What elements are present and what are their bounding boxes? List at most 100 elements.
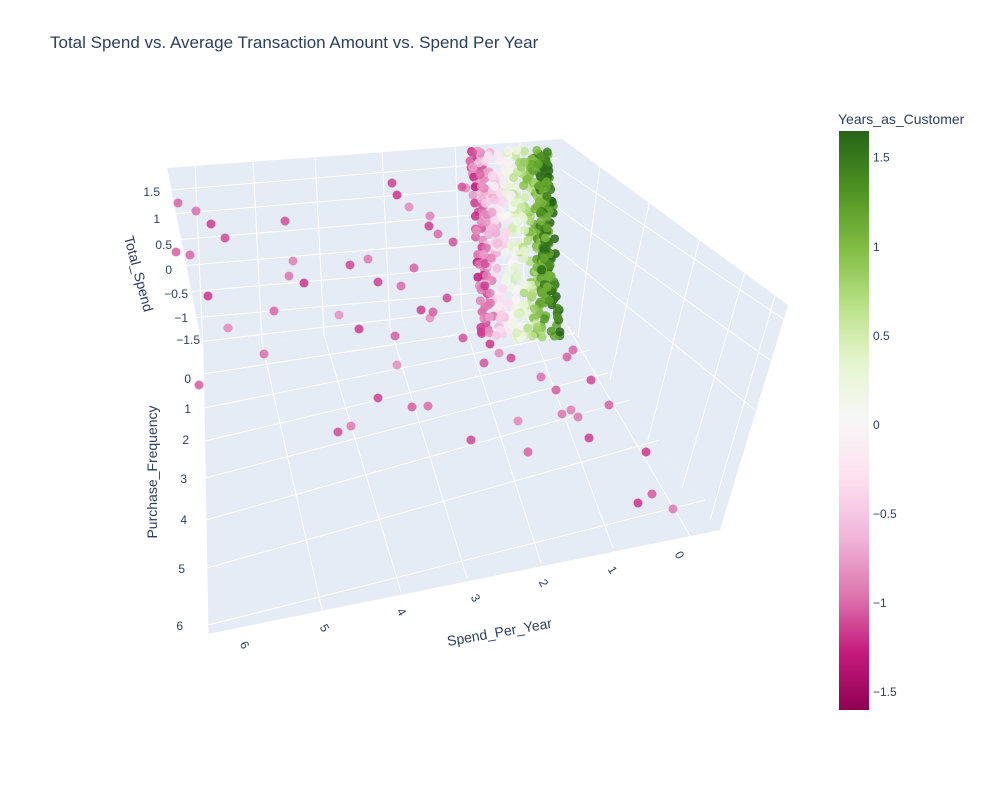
data-point (533, 159, 543, 169)
data-point (478, 249, 488, 259)
data-point (513, 271, 523, 281)
data-point (428, 307, 438, 317)
colorbar-tick-label: 0 (873, 418, 880, 432)
data-point (390, 331, 400, 341)
data-point (518, 214, 528, 224)
data-point (494, 301, 504, 311)
data-point (537, 198, 547, 208)
data-point (519, 300, 529, 310)
data-point (528, 331, 538, 341)
data-point (423, 401, 433, 411)
data-point (536, 372, 546, 382)
colorbar-tick-label: −1 (873, 596, 887, 610)
data-point (509, 172, 519, 182)
data-point (498, 284, 508, 294)
z-tick-label: 1 (153, 212, 160, 226)
data-point (185, 250, 195, 260)
z-tick-label: −1 (174, 311, 188, 325)
grid-line (205, 399, 631, 521)
data-point (280, 216, 290, 226)
x-tick-label: 5 (317, 622, 333, 635)
grid-line (559, 209, 771, 361)
grid-line (207, 499, 706, 626)
z-tick-label: 0 (165, 263, 172, 277)
data-point (468, 190, 478, 200)
data-point (500, 247, 510, 257)
data-point (633, 498, 643, 508)
data-point (407, 402, 417, 412)
data-point (354, 324, 364, 334)
data-point (510, 262, 520, 272)
data-point (345, 260, 355, 270)
data-point (203, 291, 213, 301)
data-point (523, 447, 533, 457)
data-point (480, 198, 490, 208)
data-point (486, 253, 496, 263)
data-point (485, 288, 495, 298)
data-point (557, 409, 567, 419)
data-point (433, 229, 443, 239)
colorbar-gradient (839, 131, 869, 710)
data-point (173, 198, 183, 208)
data-point (519, 146, 529, 156)
grid-line (454, 145, 463, 318)
floor-pane (203, 305, 720, 634)
data-point (480, 259, 490, 269)
data-point (171, 247, 181, 257)
grid-line (169, 157, 559, 191)
y-tick-label: 1 (184, 402, 191, 416)
data-point (396, 281, 406, 291)
grid-line (381, 149, 391, 328)
data-point (487, 207, 497, 217)
data-point (346, 421, 356, 431)
data-point (484, 312, 494, 322)
data-point (544, 296, 554, 306)
data-points (171, 145, 678, 514)
data-point (506, 190, 516, 200)
data-point (523, 323, 533, 333)
data-point (542, 191, 552, 201)
data-point (488, 223, 498, 233)
data-point (511, 294, 521, 304)
data-point (541, 244, 551, 254)
data-point (540, 314, 550, 324)
data-point (470, 198, 480, 208)
back-wall-pane (167, 139, 562, 350)
data-point (584, 433, 594, 443)
data-point (468, 162, 478, 172)
data-point (541, 177, 551, 187)
data-point (476, 181, 486, 191)
data-point (500, 210, 510, 220)
data-point (491, 331, 501, 341)
chart-title: Total Spend vs. Average Transaction Amou… (50, 33, 539, 52)
data-point (299, 278, 309, 288)
y-tick-label: 6 (176, 619, 183, 633)
data-point (536, 151, 546, 161)
colorbar-tick-label: −0.5 (873, 507, 897, 521)
data-point (475, 296, 485, 306)
data-point (503, 158, 513, 168)
data-point (516, 202, 526, 212)
data-point (223, 323, 233, 333)
grid-line (261, 342, 323, 611)
data-point (668, 504, 678, 514)
data-point (334, 310, 344, 320)
data-point (425, 211, 435, 221)
data-point (485, 339, 495, 349)
x-tick-label: 1 (605, 564, 621, 577)
y-axis-title: Purchase_Frequency (144, 405, 160, 538)
data-point (489, 181, 499, 191)
x-tick-label: 6 (237, 639, 253, 652)
data-point (512, 328, 522, 338)
grid-line (252, 159, 263, 344)
data-point (392, 360, 402, 370)
data-point (503, 298, 513, 308)
data-point (474, 158, 484, 168)
data-point (568, 345, 578, 355)
data-point (373, 277, 383, 287)
data-point (448, 237, 458, 247)
colorbar: Years_as_Customer −1.5 −1 −0.5 0 0.5 1 1.5 (838, 111, 965, 710)
data-point (511, 145, 521, 155)
data-point (392, 190, 402, 200)
